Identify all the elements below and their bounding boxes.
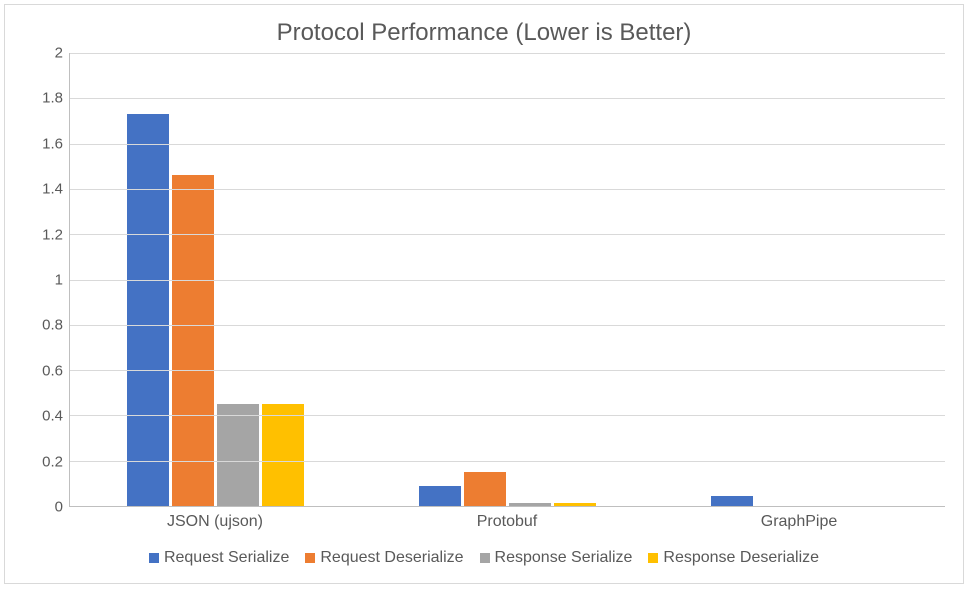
x-axis: JSON (ujson)ProtobufGraphPipe	[5, 513, 963, 531]
bar	[554, 503, 596, 506]
bar	[711, 496, 753, 506]
gridline	[70, 189, 945, 190]
bar	[262, 404, 304, 506]
chart-title: Protocol Performance (Lower is Better)	[5, 5, 963, 53]
y-axis: 00.20.40.60.811.21.41.61.82	[23, 53, 69, 507]
plot-area	[69, 53, 945, 507]
gridline	[70, 280, 945, 281]
legend-label: Request Deserialize	[320, 549, 463, 567]
gridline	[70, 144, 945, 145]
bar	[419, 486, 461, 506]
gridline	[70, 98, 945, 99]
bar	[464, 472, 506, 506]
gridline	[70, 461, 945, 462]
gridline	[70, 415, 945, 416]
y-tick-label: 0.8	[42, 317, 63, 334]
y-tick-label: 0.4	[42, 408, 63, 425]
legend-label: Request Serialize	[164, 549, 289, 567]
x-tick-label: JSON (ujson)	[69, 513, 361, 531]
legend-label: Response Serialize	[495, 549, 633, 567]
y-tick-label: 0.6	[42, 362, 63, 379]
y-tick-label: 0.2	[42, 453, 63, 470]
legend-item: Request Serialize	[149, 549, 289, 567]
bar	[509, 503, 551, 506]
legend-label: Response Deserialize	[663, 549, 819, 567]
y-tick-label: 1.4	[42, 181, 63, 198]
legend-swatch	[480, 553, 490, 563]
x-tick-label: Protobuf	[361, 513, 653, 531]
gridline	[70, 370, 945, 371]
y-tick-label: 2	[55, 45, 63, 62]
gridline	[70, 234, 945, 235]
y-tick-label: 1	[55, 272, 63, 289]
x-tick-label: GraphPipe	[653, 513, 945, 531]
y-tick-label: 0	[55, 499, 63, 516]
legend-item: Response Serialize	[480, 549, 633, 567]
plot-row: 00.20.40.60.811.21.41.61.82	[5, 53, 963, 507]
bar	[172, 175, 214, 506]
legend-swatch	[149, 553, 159, 563]
bar	[127, 114, 169, 506]
gridline	[70, 53, 945, 54]
gridline	[70, 325, 945, 326]
bar	[217, 404, 259, 506]
legend-item: Response Deserialize	[648, 549, 819, 567]
legend-swatch	[305, 553, 315, 563]
legend-item: Request Deserialize	[305, 549, 463, 567]
legend: Request Serialize Request Deserialize Resp…	[5, 531, 963, 583]
y-tick-label: 1.6	[42, 135, 63, 152]
chart-container: Protocol Performance (Lower is Better) 0…	[4, 4, 964, 584]
legend-swatch	[648, 553, 658, 563]
y-tick-label: 1.2	[42, 226, 63, 243]
y-tick-label: 1.8	[42, 90, 63, 107]
